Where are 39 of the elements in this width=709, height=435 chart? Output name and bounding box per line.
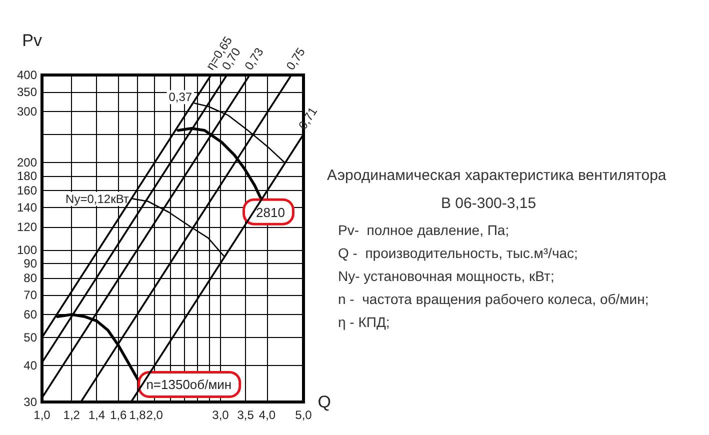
y-tick-label: 80 (24, 271, 38, 286)
series-label: 0,37 (168, 90, 192, 104)
y-tick-label: 60 (24, 307, 38, 322)
y-tick-label: 70 (24, 288, 38, 302)
x-tick-label: 4,0 (258, 408, 276, 422)
x-tick-label: 3,5 (237, 408, 254, 422)
y-tick-label: 200 (16, 156, 38, 170)
y-tick-label: 90 (24, 256, 38, 270)
text: Аэродинамическая характеристика вентилятора (327, 167, 667, 184)
y-tick-label: 30 (24, 395, 38, 409)
y-tick-label: 140 (16, 200, 38, 215)
y-tick-label: 40 (24, 358, 38, 373)
series-label: n=1350об/мин (146, 377, 232, 392)
y-tick-label: 100 (16, 243, 38, 258)
x-tick-label: 1,0 (34, 408, 51, 422)
y-axis-title: Pv (22, 31, 42, 50)
text: η - КПД; (338, 314, 390, 330)
x-tick-label: 1,6 (110, 408, 128, 422)
text: В 06-300-3,15 (441, 195, 536, 212)
series-label: Ny=0,12кВт (66, 192, 130, 206)
y-tick-label: 50 (24, 330, 38, 345)
x-tick-label: 1,4 (88, 408, 106, 422)
y-tick-label: 400 (16, 68, 38, 82)
x-tick-label: 1,2 (63, 408, 80, 422)
text: Pv- полное давление, Па; (338, 222, 510, 238)
y-tick-label: 120 (16, 220, 38, 234)
text: Q - производительность, тыс.м³/час; (338, 245, 578, 261)
x-tick-label: 5,0 (295, 408, 312, 422)
x-tick-label: 1,8 (129, 408, 146, 422)
y-tick-label: 350 (16, 84, 38, 99)
x-tick-label: 3,0 (212, 408, 230, 422)
text: Ny- установочная мощность, кВт; (338, 268, 554, 284)
y-tick-label: 300 (16, 104, 38, 118)
x-tick-label: 2,0 (146, 408, 164, 422)
x-axis-title: Q (318, 392, 331, 412)
series-label: 2810 (256, 204, 285, 220)
y-tick-label: 180 (16, 168, 38, 183)
text: n - частота вращения рабочего колеса, об/мин; (338, 291, 649, 307)
y-tick-label: 160 (16, 184, 38, 198)
